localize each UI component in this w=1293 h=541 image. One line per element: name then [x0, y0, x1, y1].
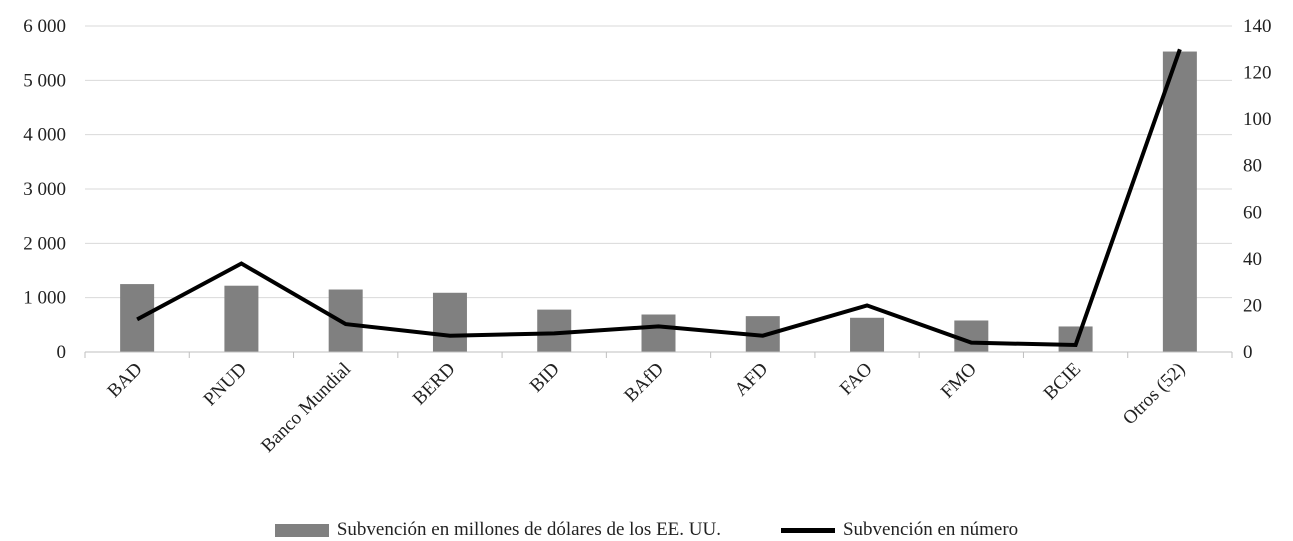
x-tick-label: BAD: [103, 359, 146, 402]
bar-series: [120, 52, 1197, 352]
axes: [85, 352, 1232, 358]
legend-swatch-bar: [275, 524, 329, 537]
legend-item-line: Subvención en número: [781, 519, 1018, 541]
bar: [954, 320, 988, 352]
left-axis-tick-labels: 0 1 000 2 000 3 000 4 000 5 000 6 000: [23, 16, 66, 363]
legend-label-line: Subvención en número: [843, 519, 1018, 541]
x-tick-label: BERD: [409, 359, 460, 410]
left-tick-label: 1 000: [23, 288, 66, 309]
right-tick-label: 20: [1243, 295, 1262, 316]
x-tick-label: BAfD: [620, 359, 668, 407]
right-tick-label: 100: [1243, 109, 1272, 130]
x-tick-label: PNUD: [200, 359, 251, 410]
left-tick-label: 0: [57, 342, 67, 363]
right-axis-tick-labels: 0 20 40 60 80 100 120 140: [1243, 16, 1272, 363]
legend: Subvención en millones de dólares de los…: [0, 520, 1293, 540]
right-tick-label: 0: [1243, 342, 1253, 363]
right-tick-label: 40: [1243, 249, 1262, 270]
x-tick-label: BID: [526, 359, 564, 397]
left-tick-label: 4 000: [23, 125, 66, 146]
x-tick-label: FAO: [836, 359, 877, 400]
bar: [224, 286, 258, 352]
combo-chart: 0 1 000 2 000 3 000 4 000 5 000 6 000 0 20 40 60 8…: [0, 0, 1293, 520]
x-tick-label: BCIE: [1040, 359, 1085, 404]
gridlines: [85, 26, 1232, 298]
left-tick-label: 5 000: [23, 70, 66, 91]
x-tick-label: AFD: [731, 359, 773, 401]
bar: [329, 290, 363, 352]
left-tick-label: 6 000: [23, 16, 66, 37]
legend-swatch-line: [781, 528, 835, 533]
left-tick-label: 3 000: [23, 179, 66, 200]
legend-label-bars: Subvención en millones de dólares de los…: [337, 519, 721, 541]
legend-item-bars: Subvención en millones de dólares de los…: [275, 519, 721, 541]
left-tick-label: 2 000: [23, 233, 66, 254]
x-tick-label: Banco Mundial: [257, 359, 355, 457]
x-tick-label: Otros (52): [1119, 359, 1189, 429]
line-series: [137, 49, 1180, 345]
line-path: [137, 49, 1180, 345]
right-tick-label: 120: [1243, 63, 1272, 84]
bar: [433, 293, 467, 352]
right-tick-label: 60: [1243, 202, 1262, 223]
x-tick-label: FMO: [937, 359, 981, 403]
bar: [1163, 52, 1197, 352]
bar: [642, 315, 676, 352]
right-tick-label: 80: [1243, 156, 1262, 177]
bar: [850, 318, 884, 352]
right-tick-label: 140: [1243, 16, 1272, 37]
